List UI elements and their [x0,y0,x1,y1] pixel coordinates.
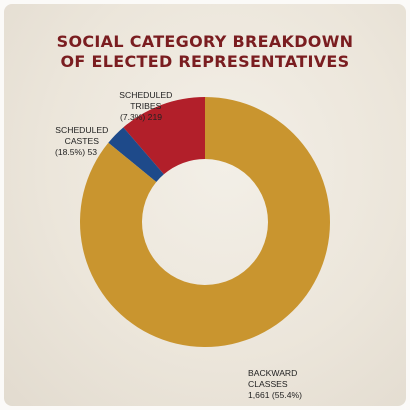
donut-slices [80,97,330,347]
label-scheduled-tribes-line-1: SCHEDULED [119,90,172,100]
label-scheduled-tribes: SCHEDULED TRIBES (7.3%) 219 [119,90,174,122]
label-backward-classes-line-3: 1,661 (55.4%) [248,390,302,400]
donut-chart: SCHEDULED TRIBES (7.3%) 219 SCHEDULED CA… [55,90,330,400]
chart-card: SOCIAL CATEGORY BREAKDOWN OF ELECTED REP… [4,4,406,406]
label-scheduled-tribes-line-2: TRIBES [130,101,161,111]
label-scheduled-castes-line-3: (18.5%) 53 [55,147,97,157]
label-scheduled-castes-line-1: SCHEDULED [55,125,108,135]
slice-scheduled-castes [108,127,164,183]
label-scheduled-tribes-line-3: (7.3%) 219 [120,112,162,122]
chart-title: SOCIAL CATEGORY BREAKDOWN OF ELECTED REP… [4,32,406,72]
label-backward-classes-line-1: BACKWARD [248,368,297,378]
label-scheduled-castes: SCHEDULED CASTES (18.5%) 53 [55,125,111,157]
chart-title-line-2: OF ELECTED REPRESENTATIVES [60,52,350,71]
slice-scheduled-tribes [123,97,205,175]
label-backward-classes-line-2: CLASSES [248,379,288,389]
label-backward-classes: BACKWARD CLASSES 1,661 (55.4%) [248,368,302,400]
chart-title-line-1: SOCIAL CATEGORY BREAKDOWN [56,32,354,51]
slice-backward-classes [80,97,330,347]
label-scheduled-castes-line-2: CASTES [65,136,100,146]
